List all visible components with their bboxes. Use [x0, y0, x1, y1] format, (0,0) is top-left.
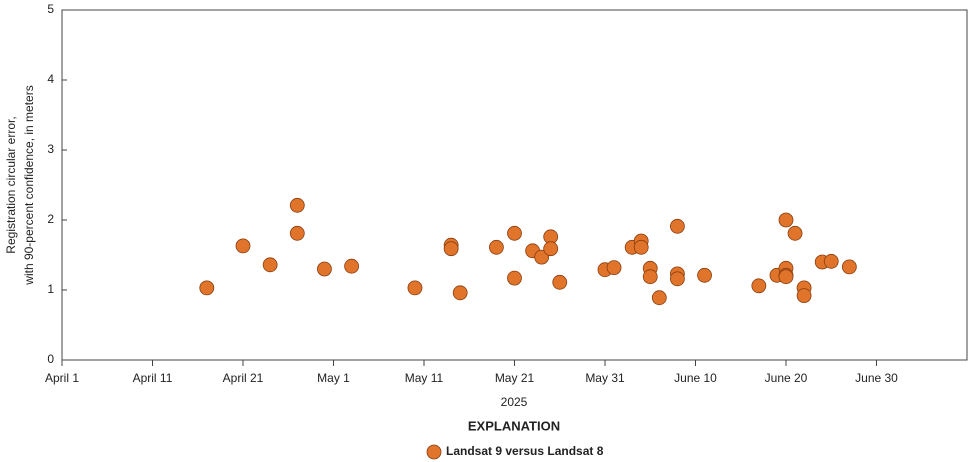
x-tick-label: May 11 [405, 371, 444, 385]
point [289, 225, 305, 241]
x-tick-label: June 30 [855, 371, 898, 385]
x-tick-label: May 1 [317, 371, 350, 385]
point [344, 258, 360, 274]
y-axis-label: Registration circular error, [4, 116, 18, 253]
x-tick-label: June 20 [765, 371, 808, 385]
x-tick-label: April 21 [223, 371, 264, 385]
point [534, 249, 550, 265]
point [199, 280, 215, 296]
point [778, 269, 794, 285]
point [235, 238, 251, 254]
point [507, 225, 522, 241]
point [751, 278, 767, 294]
y-tick-label: 3 [47, 142, 54, 156]
x-axis-label: 2025 [501, 395, 528, 409]
point [778, 212, 794, 228]
y-tick-label: 0 [47, 352, 54, 366]
point [633, 239, 649, 255]
point [670, 271, 685, 287]
y-tick-label: 5 [47, 2, 54, 16]
x-tick-label: May 31 [585, 371, 625, 385]
point [823, 253, 839, 269]
legend-title: EXPLANATION [468, 418, 560, 433]
x-tick-label: May 21 [495, 371, 535, 385]
point [796, 288, 812, 304]
legend-label: Landsat 9 versus Landsat 8 [446, 444, 604, 458]
plot-frame [61, 9, 968, 361]
point [606, 260, 622, 276]
y-axis-label: with 90-percent confidence, in meters [22, 85, 36, 285]
point [642, 269, 658, 285]
y-tick-label: 1 [47, 282, 54, 296]
point [452, 285, 468, 301]
x-tick-label: April 11 [133, 371, 173, 385]
point [488, 239, 504, 255]
point [552, 274, 568, 290]
point [407, 280, 423, 296]
point [697, 267, 712, 283]
legend-marker [426, 444, 442, 460]
x-tick-label: April 1 [45, 371, 79, 385]
point [787, 225, 803, 241]
point [317, 261, 332, 277]
point [841, 259, 857, 275]
point [443, 241, 459, 257]
point [507, 270, 522, 286]
point [289, 197, 305, 213]
point [651, 290, 667, 306]
y-tick-label: 4 [47, 72, 54, 86]
x-tick-label: June 10 [674, 371, 717, 385]
y-tick-label: 2 [47, 212, 54, 226]
point [262, 257, 278, 273]
point [670, 218, 685, 234]
point [543, 241, 559, 257]
